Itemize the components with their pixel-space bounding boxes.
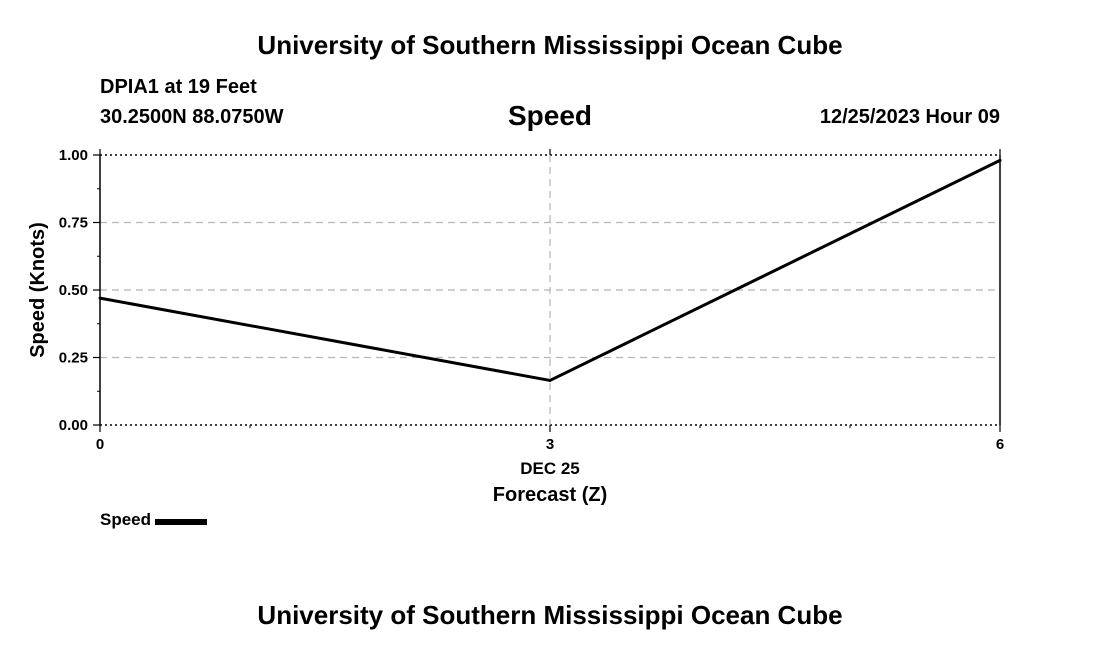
x-tick-label: 3 bbox=[546, 436, 554, 453]
x-tick-label: 0 bbox=[96, 436, 104, 453]
y-tick-label: 0.50 bbox=[59, 282, 88, 299]
x-axis-title: Forecast (Z) bbox=[493, 484, 607, 506]
x-tick-label: 6 bbox=[996, 436, 1004, 453]
data-point bbox=[548, 378, 552, 382]
axes: 0.00 0.25 0.50 0.75 1.00 0 3 6 bbox=[59, 147, 1004, 453]
legend-label: Speed bbox=[100, 510, 152, 529]
y-tick-label: 1.00 bbox=[59, 147, 88, 164]
page-title: University of Southern Mississippi Ocean… bbox=[257, 30, 843, 60]
x-date-label: DEC 25 bbox=[520, 459, 580, 478]
y-axis-title: Speed (Knots) bbox=[27, 222, 49, 358]
footer-title: University of Southern Mississippi Ocean… bbox=[257, 600, 843, 630]
data-point bbox=[98, 296, 102, 300]
chart-title: Speed bbox=[507, 100, 593, 131]
y-tick-label: 0.75 bbox=[59, 215, 88, 232]
legend-swatch bbox=[155, 518, 208, 525]
legend: Speed bbox=[100, 510, 208, 530]
data-point bbox=[998, 158, 1002, 162]
coordinates-label: 30.2500N 88.0750W bbox=[100, 106, 284, 128]
y-tick-label: 0.25 bbox=[59, 350, 88, 367]
station-label: DPIA1 at 19 Feet bbox=[100, 76, 257, 98]
axis-labels: DEC 25 Forecast (Z) Speed (Knots) bbox=[27, 222, 607, 506]
series-layer bbox=[98, 158, 1002, 382]
grid-lines bbox=[100, 154, 1000, 426]
y-tick-label: 0.00 bbox=[59, 417, 88, 434]
forecast-datetime: 12/25/2023 Hour 09 bbox=[819, 106, 1000, 128]
